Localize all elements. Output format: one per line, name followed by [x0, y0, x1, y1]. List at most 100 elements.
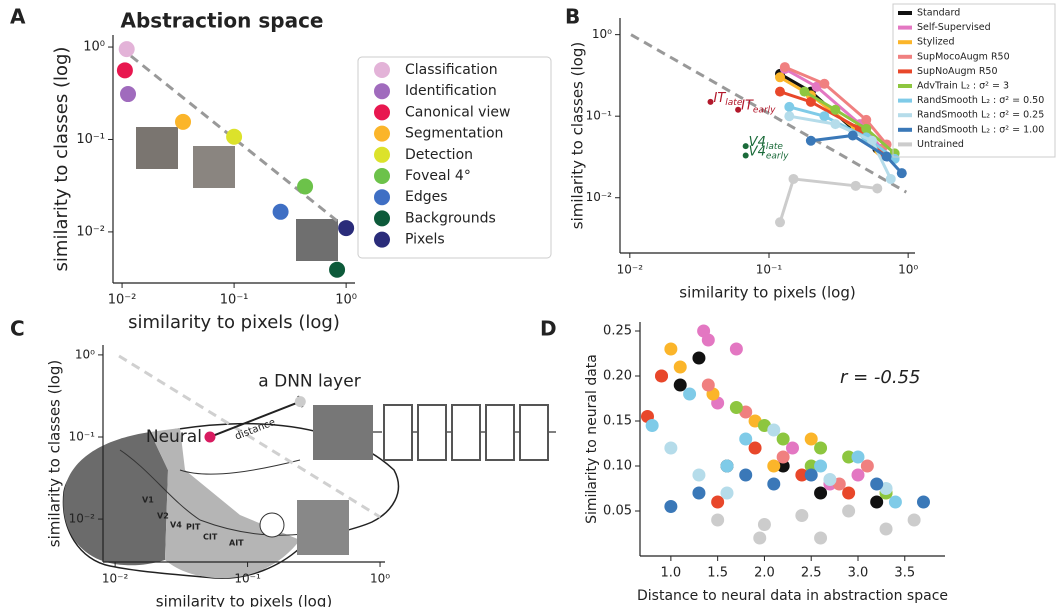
point	[775, 217, 786, 228]
y-tick-label: 10⁰	[83, 40, 105, 55]
legend-swatch	[374, 104, 390, 121]
point	[830, 119, 841, 130]
y-tick-label: 0.05	[603, 504, 632, 519]
y-axis-label: similarity to classes (log)	[46, 360, 64, 547]
point	[120, 86, 137, 103]
eye	[259, 512, 285, 538]
x-axis-label: similarity to pixels (log)	[128, 312, 340, 333]
layer-box	[451, 404, 481, 461]
layer-box	[417, 404, 447, 461]
input-image	[297, 500, 349, 555]
point	[896, 168, 907, 179]
legend-label: Foveal 4°	[405, 168, 471, 184]
x-axis-label: similarity to pixels (log)	[679, 284, 855, 302]
point	[664, 342, 678, 356]
point	[779, 62, 790, 73]
y-tick-label: 10⁻²	[69, 512, 96, 526]
legend-label: Backgrounds	[405, 210, 496, 226]
point	[916, 495, 930, 509]
point	[842, 486, 856, 500]
legend-label: Canonical view	[405, 104, 510, 120]
panel-label: C	[10, 317, 25, 341]
point	[776, 432, 790, 446]
point	[888, 495, 902, 509]
x-tick-label: 10⁰	[335, 293, 357, 308]
input-image	[313, 405, 373, 460]
point	[805, 96, 816, 107]
thumbnail	[136, 127, 178, 169]
x-tick-label: 3.0	[848, 566, 869, 581]
point	[701, 378, 715, 392]
point	[729, 342, 743, 356]
sulcus	[119, 449, 331, 536]
chart-title: Abstraction space	[121, 9, 324, 33]
point	[842, 504, 856, 518]
y-tick-label: 0.20	[603, 369, 632, 384]
y-tick-label: 10⁰	[75, 347, 95, 361]
brain-region	[63, 432, 168, 566]
legend-swatch	[374, 168, 390, 184]
y-tick-label: 10⁻¹	[69, 429, 96, 443]
point	[851, 450, 865, 464]
point	[329, 261, 346, 278]
x-tick-label: 10⁻¹	[234, 572, 261, 586]
legend-label: Pixels	[405, 232, 445, 248]
legend	[892, 3, 1056, 158]
annotation-point	[742, 152, 749, 159]
y-tick-label: 10⁻²	[586, 190, 613, 204]
point	[805, 135, 816, 146]
point	[870, 477, 884, 491]
annotation: V4early	[749, 144, 789, 161]
y-tick-label: 0.10	[603, 459, 632, 474]
layer-box	[519, 404, 549, 461]
point	[860, 459, 874, 473]
annotation-point	[742, 143, 749, 150]
annotation-point	[735, 106, 742, 113]
point	[830, 104, 841, 115]
point	[701, 333, 715, 347]
point	[645, 419, 659, 432]
point	[729, 401, 743, 414]
legend-swatch	[374, 125, 390, 142]
point	[867, 135, 878, 146]
point	[872, 183, 883, 194]
thumbnail	[296, 219, 338, 261]
y-tick-label: 10⁻¹	[76, 132, 105, 147]
legend-label: Detection	[405, 147, 473, 163]
point	[847, 130, 858, 141]
point	[823, 473, 837, 486]
point	[664, 441, 678, 455]
legend-label: RandSmooth L₂ : σ² = 1.00	[917, 124, 1044, 135]
series-line	[788, 105, 896, 161]
point	[795, 468, 809, 482]
y-axis-label: similarity to classes (log)	[569, 42, 587, 229]
x-tick-label: 10⁰	[370, 572, 390, 586]
series-line	[778, 177, 878, 223]
annotation: r = -0.55	[840, 367, 921, 388]
legend-swatch	[374, 62, 390, 78]
point	[842, 450, 856, 464]
point	[338, 220, 355, 237]
x-tick-label: 10⁻²	[102, 572, 129, 586]
y-tick-label: 10⁰	[592, 27, 612, 41]
legend-label: Identification	[405, 83, 497, 99]
series-line	[810, 133, 903, 175]
point-label: Neural	[146, 427, 202, 447]
reference-line	[118, 354, 381, 519]
annotation-subscript: late	[766, 142, 784, 152]
point	[804, 432, 818, 446]
annotation-subscript: early	[766, 151, 789, 161]
brain-region	[150, 428, 300, 579]
legend-label: Standard	[917, 8, 960, 19]
point	[757, 518, 771, 531]
panel-label: A	[10, 5, 26, 29]
point	[711, 513, 725, 527]
x-tick-label: 2.0	[754, 566, 775, 581]
x-tick-label: 10⁻¹	[756, 263, 783, 277]
legend-label: Self-Supervised	[917, 22, 991, 33]
point	[776, 450, 790, 464]
x-axis-label: Distance to neural data in abstraction s…	[637, 588, 948, 604]
annotation-subscript: early	[753, 105, 776, 115]
legend-swatch	[374, 210, 390, 227]
